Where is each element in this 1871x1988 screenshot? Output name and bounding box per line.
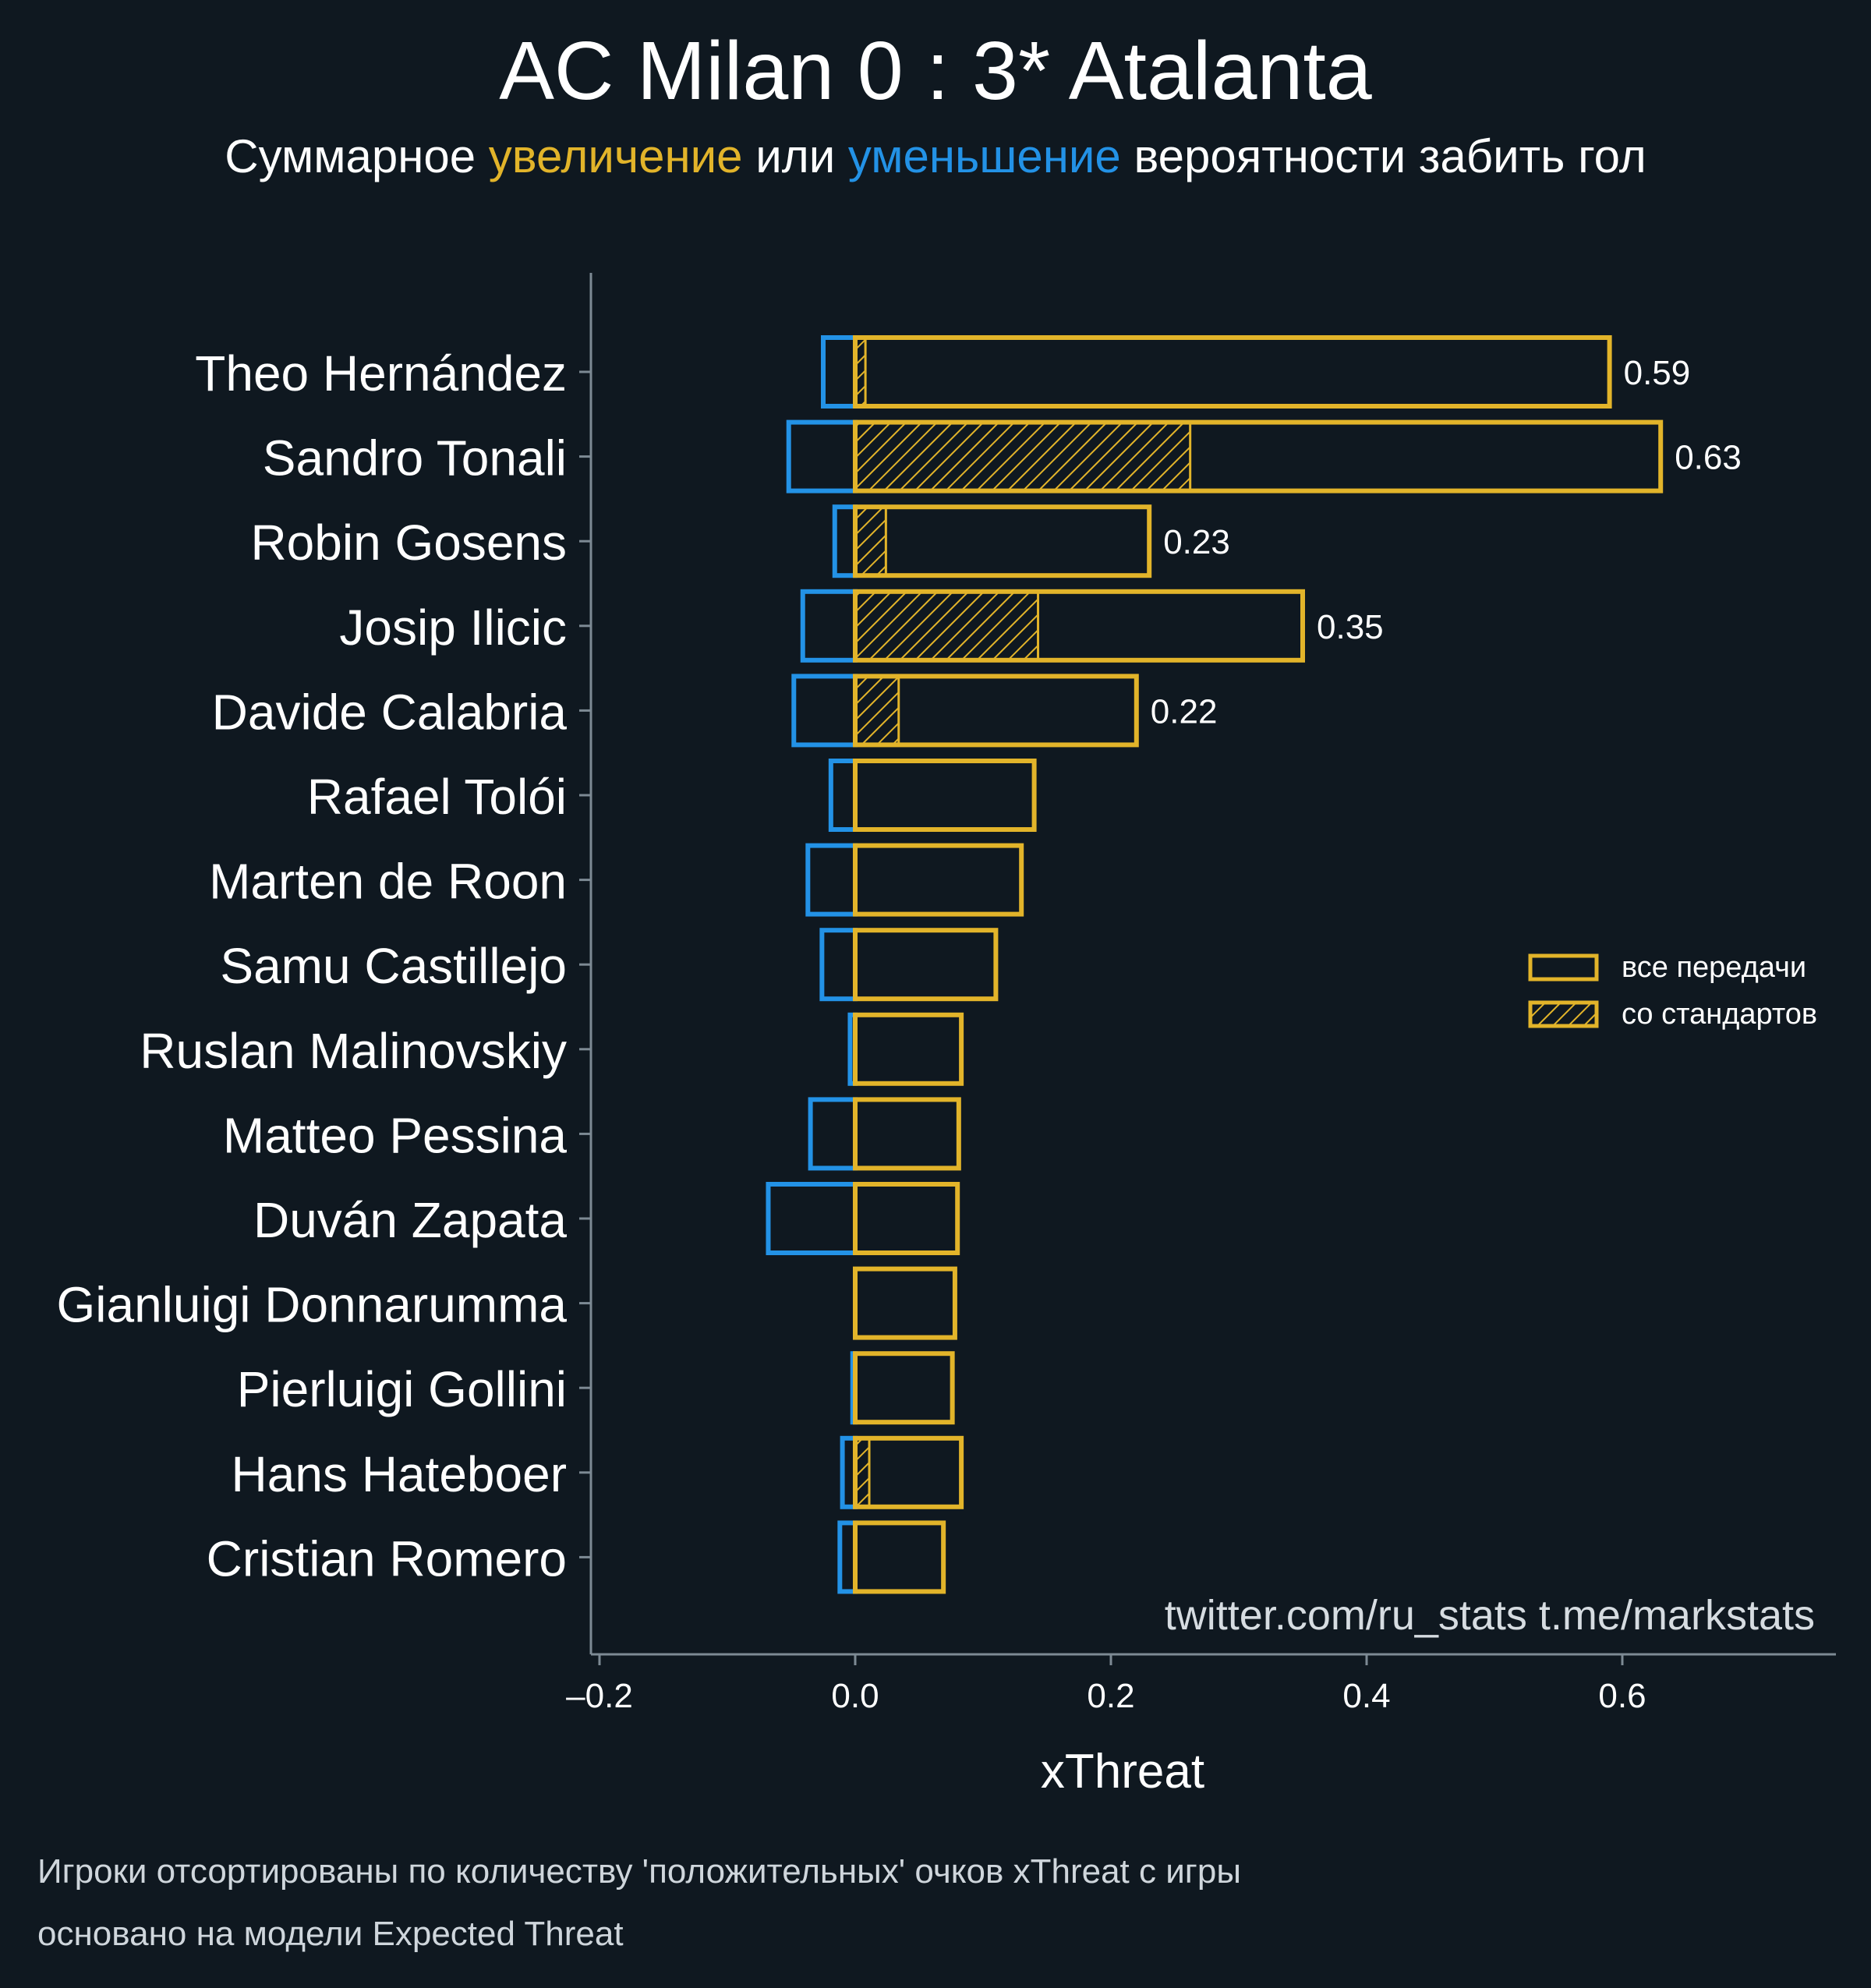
positive-bar [853, 843, 1024, 917]
player-label: Sandro Tonali [263, 430, 567, 486]
set-piece-bar [854, 505, 887, 577]
positive-bar [853, 419, 1664, 493]
negative-bar [791, 674, 858, 748]
player-label: Marten de Roon [209, 854, 567, 910]
negative-bar [819, 928, 858, 1002]
legend-swatch-hatched [1528, 1000, 1599, 1028]
positive-bar [853, 1182, 960, 1255]
player-label: Matteo Pessina [223, 1107, 568, 1163]
negative-bar [800, 589, 858, 663]
x-tick-label: 0.4 [1342, 1677, 1390, 1715]
negative-bar [832, 504, 858, 578]
positive-bar [853, 928, 999, 1002]
chart-subtitle: Суммарное увеличение или уменьшение веро… [0, 129, 1871, 185]
player-label: Hans Hateboer [232, 1446, 567, 1502]
negative-bar [808, 1097, 858, 1171]
x-tick-label: –0.2 [566, 1677, 633, 1715]
positive-bar [853, 1266, 957, 1340]
data-label: 0.59 [1624, 354, 1691, 392]
positive-bar [853, 335, 1612, 409]
set-piece-bar [854, 421, 1192, 493]
positive-bar [853, 589, 1305, 663]
player-label: Cristian Romero [207, 1530, 567, 1587]
caption-model: основано на модели Expected Threat [37, 1915, 624, 1953]
caption-sorting: Игроки отсортированы по количеству 'поло… [37, 1852, 1241, 1891]
subtitle-prefix: Суммарное [225, 130, 476, 182]
set-piece-bars [854, 336, 1192, 1509]
chart-title: AC Milan 0 : 3* Atalanta [499, 25, 1372, 117]
data-label: 0.63 [1675, 439, 1742, 477]
chart-labels: Theo Hernández 0.59 Sandro Tonali 0.63 Robin… [56, 345, 1815, 1799]
subtitle-suffix: вероятности забить гол [1134, 130, 1646, 182]
subtitle-middle: или [755, 130, 836, 182]
positive-bar [853, 1520, 946, 1594]
negative-bar [805, 843, 858, 917]
positive-bar [853, 759, 1037, 832]
positive-bar [853, 1012, 964, 1086]
player-label: Theo Hernández [195, 345, 567, 401]
data-label: 0.35 [1317, 608, 1384, 646]
x-tick-label: 0.6 [1598, 1677, 1646, 1715]
axes [579, 273, 1836, 1665]
positive-bar [853, 1435, 964, 1509]
x-tick-label: 0.0 [831, 1677, 879, 1715]
x-axis-label: xThreat [1041, 1745, 1204, 1799]
positive-bar [853, 674, 1139, 748]
positive-bars [853, 335, 1664, 1594]
player-label: Samu Castillejo [220, 938, 567, 994]
player-label: Pierluigi Gollini [237, 1361, 567, 1417]
player-label: Davide Calabria [212, 684, 568, 740]
positive-bar [853, 1351, 955, 1425]
negative-bar [786, 419, 858, 493]
player-label: Robin Gosens [250, 515, 567, 571]
negative-bar [821, 335, 858, 409]
legend-label: со стандартов [1622, 998, 1817, 1031]
negative-bars [766, 335, 858, 1594]
player-label: Duván Zapata [253, 1192, 567, 1248]
negative-bar [766, 1182, 858, 1255]
positive-bar [853, 504, 1152, 578]
subtitle-increase-word: увеличение [488, 130, 743, 182]
set-piece-bar [854, 674, 900, 746]
subtitle-decrease-word: уменьшение [847, 130, 1121, 182]
data-label: 0.22 [1151, 692, 1218, 730]
player-label: Josip Ilicic [339, 600, 567, 656]
legend: все передачи со стандартов [1528, 951, 1817, 1031]
player-label: Rafael Tolói [307, 769, 567, 825]
negative-bar [828, 759, 858, 832]
x-tick-label: 0.2 [1087, 1677, 1134, 1715]
set-piece-bar [854, 590, 1040, 662]
data-label: 0.23 [1163, 523, 1230, 561]
player-label: Ruslan Malinovskiy [140, 1023, 567, 1079]
watermark: twitter.com/ru_stats t.me/markstats [1165, 1592, 1815, 1639]
positive-bar [853, 1097, 961, 1171]
player-label: Gianluigi Donnarumma [56, 1277, 567, 1333]
legend-swatch-outline [1528, 953, 1599, 982]
legend-label: все передачи [1622, 951, 1806, 984]
